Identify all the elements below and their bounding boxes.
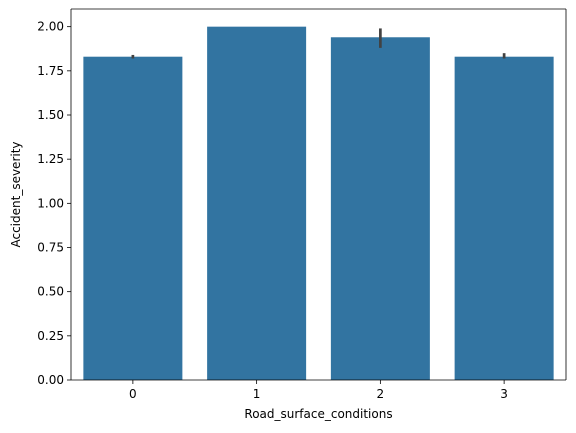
y-tick-label: 2.00 — [37, 20, 64, 34]
x-axis-label: Road_surface_conditions — [244, 407, 392, 421]
bar-1 — [207, 27, 306, 380]
x-tick-label: 3 — [500, 387, 508, 401]
bar-3 — [455, 57, 554, 380]
bar-2 — [331, 37, 430, 380]
x-tick-label: 0 — [129, 387, 137, 401]
y-tick-label: 0.50 — [37, 285, 64, 299]
y-tick-label: 1.50 — [37, 108, 64, 122]
y-tick-label: 0.25 — [37, 329, 64, 343]
y-tick-label: 1.25 — [37, 152, 64, 166]
bar-0 — [83, 57, 182, 380]
y-tick-label: 1.00 — [37, 196, 64, 210]
y-axis-label: Accident_severity — [9, 141, 23, 247]
y-tick-label: 0.00 — [37, 373, 64, 387]
x-tick-label: 2 — [377, 387, 385, 401]
x-tick-label: 1 — [253, 387, 261, 401]
y-tick-label: 1.75 — [37, 64, 64, 78]
y-tick-label: 0.75 — [37, 241, 64, 255]
